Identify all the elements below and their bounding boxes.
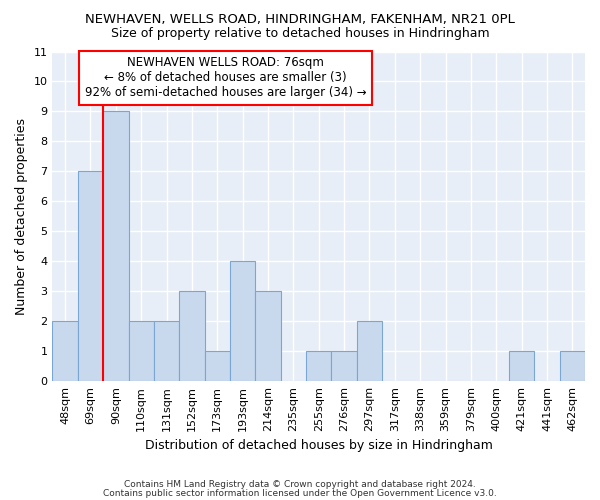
Y-axis label: Number of detached properties: Number of detached properties [15, 118, 28, 315]
Bar [52, 321, 78, 381]
Bar [179, 292, 205, 381]
Text: NEWHAVEN WELLS ROAD: 76sqm
← 8% of detached houses are smaller (3)
92% of semi-d: NEWHAVEN WELLS ROAD: 76sqm ← 8% of detac… [85, 56, 367, 100]
Bar [128, 321, 154, 381]
Bar [103, 112, 128, 381]
Bar [230, 262, 256, 381]
Bar [509, 351, 534, 381]
Text: Contains HM Land Registry data © Crown copyright and database right 2024.: Contains HM Land Registry data © Crown c… [124, 480, 476, 489]
Text: NEWHAVEN, WELLS ROAD, HINDRINGHAM, FAKENHAM, NR21 0PL: NEWHAVEN, WELLS ROAD, HINDRINGHAM, FAKEN… [85, 12, 515, 26]
Bar [306, 351, 331, 381]
Bar [256, 292, 281, 381]
Text: Size of property relative to detached houses in Hindringham: Size of property relative to detached ho… [110, 28, 490, 40]
Bar [357, 321, 382, 381]
Bar [205, 351, 230, 381]
Bar [78, 172, 103, 381]
Bar [154, 321, 179, 381]
Bar [560, 351, 585, 381]
X-axis label: Distribution of detached houses by size in Hindringham: Distribution of detached houses by size … [145, 440, 493, 452]
Text: Contains public sector information licensed under the Open Government Licence v3: Contains public sector information licen… [103, 489, 497, 498]
Bar [331, 351, 357, 381]
